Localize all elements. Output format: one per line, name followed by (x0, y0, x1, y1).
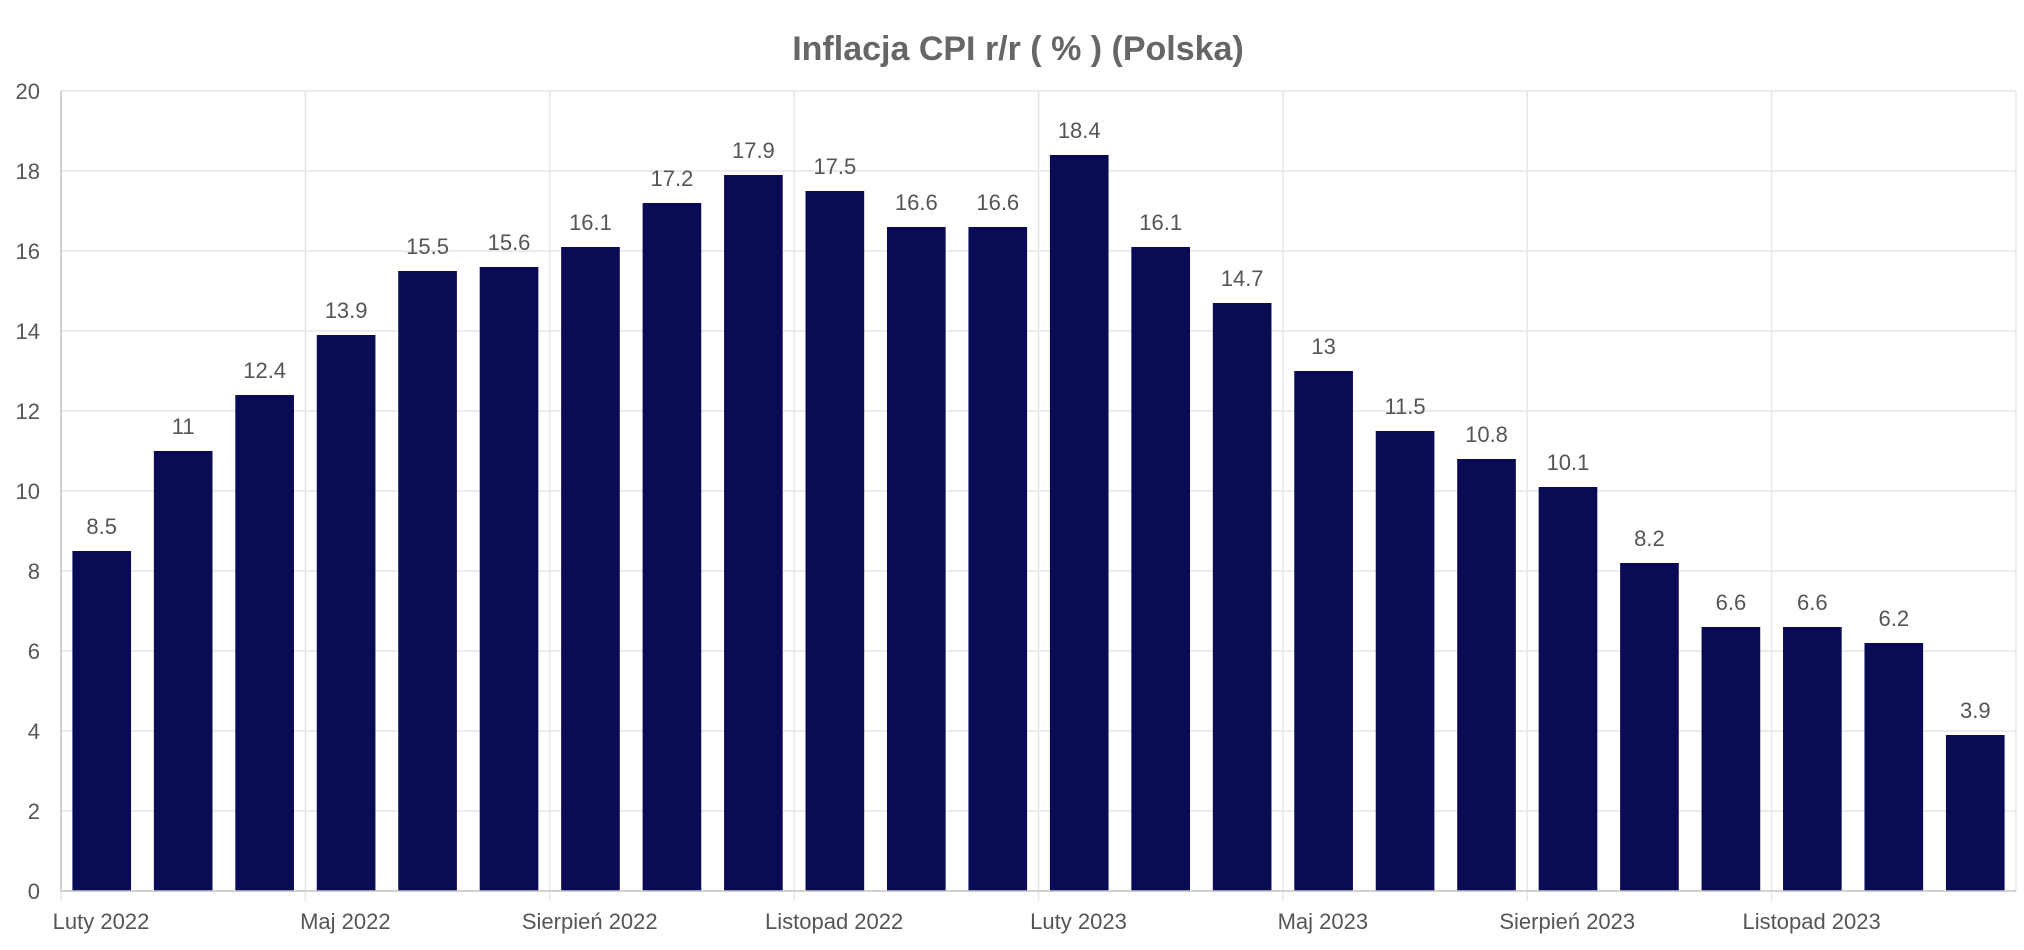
bar (72, 551, 132, 891)
bar (316, 335, 376, 891)
bar (479, 267, 539, 891)
bar-value-label: 18.4 (1058, 118, 1101, 143)
bar-value-label: 10.1 (1547, 450, 1590, 475)
y-axis: 0 2 4 6 8 10 12 14 16 18 20 (16, 79, 62, 904)
bar-value-label: 15.5 (406, 234, 449, 259)
y-tick-label: 2 (28, 799, 40, 824)
x-tick-label: Luty 2022 (53, 909, 150, 934)
bar-value-label: 8.5 (86, 514, 117, 539)
bar-value-label: 6.2 (1879, 606, 1910, 631)
bar-value-label: 10.8 (1465, 422, 1508, 447)
bar-value-label: 17.9 (732, 138, 775, 163)
x-tick-label: Maj 2022 (300, 909, 391, 934)
y-tick-label: 20 (16, 79, 40, 104)
bar-value-label: 6.6 (1797, 590, 1828, 615)
data-labels: 8.5 11 12.4 13.9 15.5 15.6 16.1 17.2 17.9 17.5 16.… (86, 118, 1990, 723)
bar (1538, 487, 1598, 891)
bar-value-label: 3.9 (1960, 698, 1991, 723)
bar (1131, 247, 1191, 891)
bar (1212, 303, 1272, 891)
bar (1049, 155, 1109, 891)
x-tick-label: Luty 2023 (1030, 909, 1127, 934)
x-tick-label: Sierpień 2023 (1499, 909, 1635, 934)
x-tick-label: Listopad 2022 (765, 909, 903, 934)
bar-value-label: 16.6 (895, 190, 938, 215)
bar (235, 395, 294, 891)
bar (1294, 371, 1353, 891)
bar-value-label: 13 (1311, 334, 1335, 359)
y-tick-label: 12 (16, 399, 40, 424)
bar (1375, 431, 1435, 891)
bar (1620, 563, 1679, 891)
chart-title: Inflacja CPI r/r ( % ) (Polska) (792, 30, 1244, 68)
y-tick-label: 18 (16, 159, 40, 184)
bar (968, 227, 1028, 891)
y-tick-label: 4 (28, 719, 40, 744)
bar (1783, 627, 1842, 891)
bar-value-label: 11 (172, 414, 195, 439)
bar-value-label: 8.2 (1634, 526, 1665, 551)
x-axis: Luty 2022 Maj 2022 Sierpień 2022 Listopad 2… (53, 890, 2016, 934)
y-tick-label: 16 (16, 239, 40, 264)
bar (398, 271, 457, 891)
bar (642, 203, 702, 891)
bar-value-label: 17.5 (813, 154, 856, 179)
bar (805, 191, 865, 891)
x-tick-label: Maj 2023 (1278, 909, 1369, 934)
bars (72, 155, 2005, 891)
x-tick-label: Listopad 2023 (1743, 909, 1881, 934)
bar-value-label: 14.7 (1221, 266, 1264, 291)
bar-value-label: 11.5 (1384, 394, 1425, 419)
bar-value-label: 16.1 (1139, 210, 1182, 235)
y-tick-label: 14 (16, 319, 40, 344)
bar (724, 175, 783, 891)
bar (153, 451, 213, 891)
bar-value-label: 16.1 (569, 210, 612, 235)
y-tick-label: 0 (28, 879, 40, 904)
bar (561, 247, 620, 891)
bar (886, 227, 946, 891)
bar-value-label: 6.6 (1716, 590, 1747, 615)
bar (1701, 627, 1761, 891)
x-tick-label: Sierpień 2022 (522, 909, 658, 934)
y-tick-label: 8 (28, 559, 40, 584)
bar-value-label: 12.4 (243, 358, 286, 383)
y-tick-label: 10 (16, 479, 40, 504)
bar (1457, 459, 1516, 891)
y-tick-label: 6 (28, 639, 40, 664)
bar (1864, 643, 1924, 891)
bar-value-label: 16.6 (976, 190, 1019, 215)
bar-value-label: 15.6 (488, 230, 531, 255)
bar-value-label: 13.9 (325, 298, 368, 323)
bar-value-label: 17.2 (651, 166, 694, 191)
bar (1945, 735, 2005, 891)
